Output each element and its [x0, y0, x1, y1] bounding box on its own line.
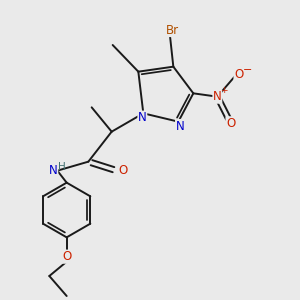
- Text: O: O: [62, 250, 71, 263]
- Text: N: N: [138, 111, 147, 124]
- Text: Br: Br: [166, 23, 179, 37]
- Text: N: N: [213, 90, 222, 103]
- Text: O: O: [234, 68, 243, 81]
- Text: H: H: [58, 162, 66, 172]
- Text: O: O: [226, 117, 235, 130]
- Text: O: O: [119, 164, 128, 177]
- Text: N: N: [49, 164, 58, 177]
- Text: +: +: [220, 85, 227, 94]
- Text: −: −: [243, 65, 252, 75]
- Text: N: N: [176, 119, 184, 133]
